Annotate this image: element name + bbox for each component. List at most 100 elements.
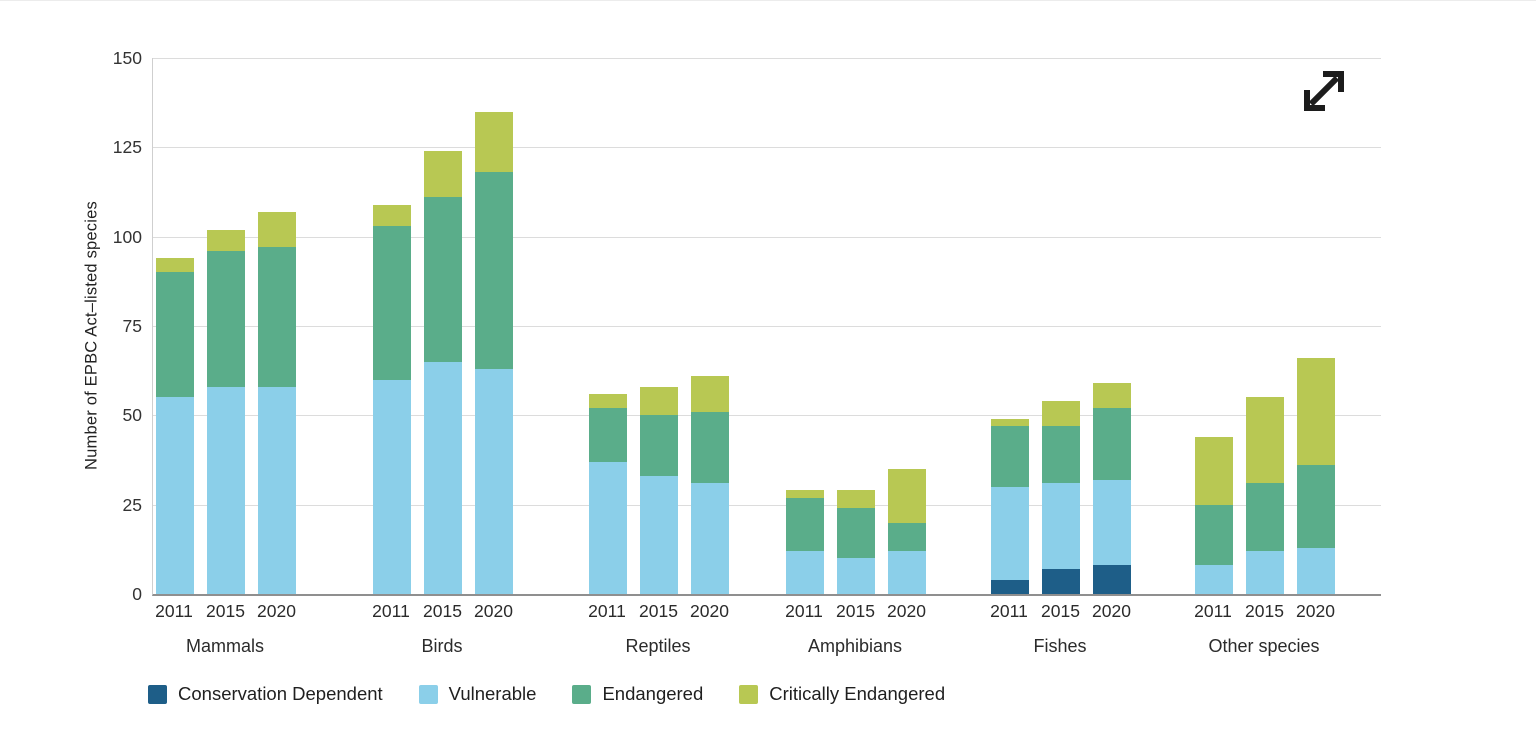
year-label: 2015 <box>1245 601 1284 621</box>
segment-vulnerable <box>888 551 926 594</box>
group-label: Other species <box>1208 636 1320 656</box>
year-label: 2011 <box>990 601 1028 621</box>
segment-endangered <box>640 415 678 477</box>
segment-vulnerable <box>207 386 245 594</box>
x-label-group-mammals: 2011 2015 2020 Mammals <box>155 601 296 657</box>
year-label: 2015 <box>836 601 875 621</box>
legend-item-vulnerable[interactable]: Vulnerable <box>418 683 537 705</box>
gridline-125 <box>153 147 1381 149</box>
bar-group-amphibians <box>786 468 926 594</box>
year-labels: 2011 2015 2020 <box>1194 601 1335 622</box>
stacked-bar-birds-2011 <box>373 204 411 594</box>
segment-conservation-dependent <box>991 579 1029 594</box>
stacked-bar-amphibians-2011 <box>786 490 824 594</box>
y-tick-label-25: 25 <box>122 494 142 515</box>
x-label-group-fishes: 2011 2015 2020 Fishes <box>990 601 1131 657</box>
segment-critically-endangered <box>475 111 513 173</box>
segment-endangered <box>156 272 194 398</box>
y-tick-label-50: 50 <box>122 405 142 426</box>
year-labels: 2011 2015 2020 <box>588 601 729 622</box>
x-label-group-birds: 2011 2015 2020 Birds <box>372 601 513 657</box>
segment-endangered <box>991 426 1029 487</box>
y-tick-label-125: 125 <box>112 137 142 158</box>
stacked-bar-mammals-2015 <box>207 229 245 594</box>
year-labels: 2011 2015 2020 <box>785 601 926 622</box>
legend-swatch <box>148 684 167 704</box>
segment-vulnerable <box>258 386 296 594</box>
segment-critically-endangered <box>156 258 194 273</box>
bar-group-reptiles <box>589 376 729 594</box>
legend-item-conservation-dependent[interactable]: Conservation Dependent <box>148 683 383 705</box>
segment-endangered <box>258 247 296 387</box>
stacked-bar-other-species-2015 <box>1246 397 1284 594</box>
segment-critically-endangered <box>589 393 627 409</box>
stacked-bar-reptiles-2011 <box>589 393 627 594</box>
legend-item-endangered[interactable]: Endangered <box>572 683 703 705</box>
stacked-bar-other-species-2011 <box>1195 436 1233 594</box>
segment-critically-endangered <box>1297 358 1335 466</box>
legend-item-critically-endangered[interactable]: Critically Endangered <box>739 683 945 705</box>
year-label: 2011 <box>155 601 193 621</box>
gridline-150 <box>153 58 1381 59</box>
year-label: 2015 <box>1041 601 1080 621</box>
stacked-bar-fishes-2011 <box>991 418 1029 594</box>
stacked-bar-mammals-2020 <box>258 211 296 594</box>
year-label: 2020 <box>887 601 926 621</box>
stacked-bar-other-species-2020 <box>1297 358 1335 594</box>
segment-endangered <box>1297 465 1335 548</box>
segment-critically-endangered <box>1093 383 1131 409</box>
segment-endangered <box>1195 504 1233 566</box>
group-label: Fishes <box>1033 636 1087 656</box>
stacked-bar-amphibians-2015 <box>837 490 875 594</box>
group-label: Birds <box>421 636 463 656</box>
expand-icon[interactable] <box>1298 65 1350 117</box>
gridline-100 <box>153 236 1381 238</box>
segment-endangered <box>207 250 245 387</box>
segment-vulnerable <box>837 558 875 594</box>
stacked-bar-fishes-2015 <box>1042 401 1080 594</box>
legend-label: Endangered <box>602 683 704 704</box>
segment-critically-endangered <box>1195 436 1233 505</box>
year-label: 2011 <box>372 601 410 621</box>
segment-endangered <box>424 197 462 362</box>
bar-group-mammals <box>156 211 296 594</box>
segment-endangered <box>837 508 875 559</box>
gridline-25 <box>153 504 1381 506</box>
segment-critically-endangered <box>837 490 875 509</box>
segment-critically-endangered <box>991 418 1029 427</box>
segment-vulnerable <box>475 368 513 594</box>
bar-group-other-species <box>1195 358 1335 594</box>
stacked-bar-fishes-2020 <box>1093 383 1131 594</box>
y-tick-label-0: 0 <box>132 584 142 604</box>
group-label: Amphibians <box>807 636 903 656</box>
year-label: 2015 <box>206 601 245 621</box>
group-label: Reptiles <box>625 636 691 656</box>
segment-critically-endangered <box>786 490 824 498</box>
legend-swatch <box>418 684 438 704</box>
year-label: 2020 <box>1092 601 1131 621</box>
x-label-group-other-species: 2011 2015 2020 Other species <box>1194 601 1335 657</box>
year-label: 2020 <box>257 601 296 621</box>
year-label: 2020 <box>690 601 729 621</box>
segment-endangered <box>691 411 729 484</box>
legend-label: Conservation Dependent <box>178 683 383 704</box>
segment-vulnerable <box>691 483 729 594</box>
segment-vulnerable <box>1093 479 1131 566</box>
segment-critically-endangered <box>640 386 678 416</box>
year-label: 2015 <box>423 601 462 621</box>
segment-endangered <box>1246 483 1284 552</box>
stacked-bar-amphibians-2020 <box>888 468 926 594</box>
segment-critically-endangered <box>424 150 462 198</box>
stacked-bar-birds-2015 <box>424 150 462 594</box>
stacked-bar-reptiles-2015 <box>640 386 678 594</box>
segment-endangered <box>475 172 513 369</box>
stacked-bar-reptiles-2020 <box>691 376 729 594</box>
year-labels: 2011 2015 2020 <box>155 601 296 622</box>
segment-critically-endangered <box>373 204 411 226</box>
legend-label: Vulnerable <box>448 683 537 704</box>
segment-vulnerable <box>1195 565 1233 594</box>
bar-group-fishes <box>991 383 1131 594</box>
segment-vulnerable <box>786 551 824 594</box>
segment-endangered <box>888 522 926 552</box>
